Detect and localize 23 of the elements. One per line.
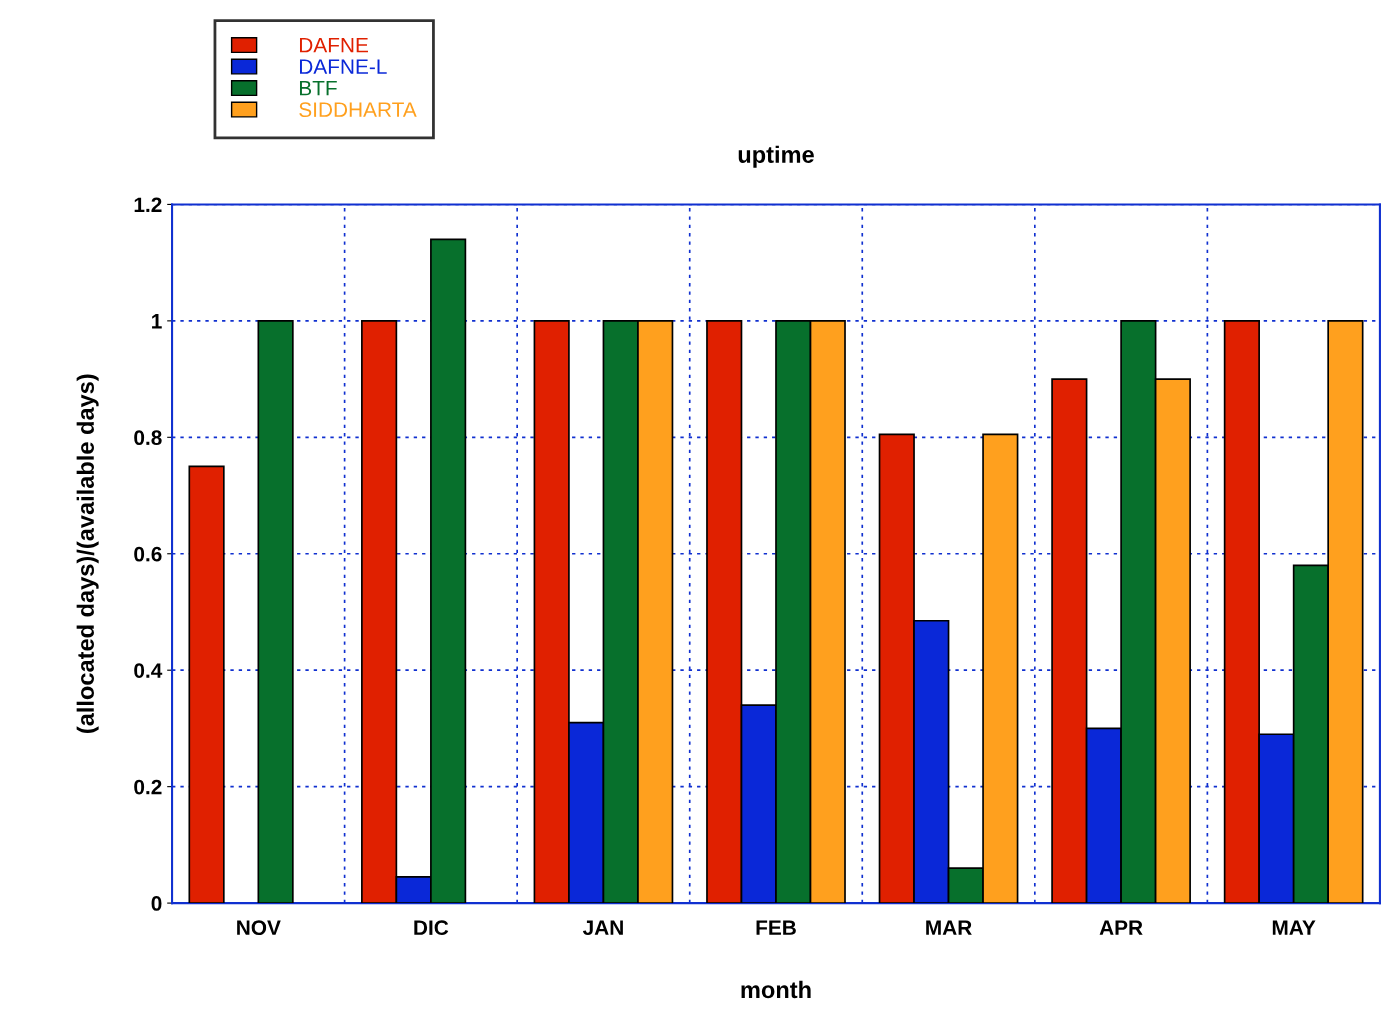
x-tick-label: NOV [237,920,281,936]
x-tick-label: MAY [1272,920,1316,935]
bar [257,320,294,904]
y-tick-label: 0.2 [134,779,162,795]
legend-label: BTF [299,81,337,96]
y-axis-title: (allocated days)/(available days) [76,374,99,733]
legend-label: DAFNE-L [299,59,387,74]
y-tick-label: 0.6 [134,546,162,562]
legend-label: DAFNE [299,38,368,53]
chart-title: uptime [738,145,814,168]
legend-label: SIDDHARTA [299,102,417,118]
y-tick-label: 0.8 [134,430,162,446]
y-tick-label: 1.2 [134,197,162,212]
y-tick-label: 0.4 [134,663,163,678]
x-tick-label: DIC [414,920,449,936]
x-axis-title: month [741,980,811,999]
y-tick-label: 1 [152,314,162,329]
y-tick-label: 0 [151,896,162,911]
x-tick-label: JAN [582,920,623,936]
x-tick-label: MAR [926,920,972,935]
x-tick-label: APR [1099,920,1143,935]
x-tick-label: FEB [756,920,796,935]
bar [188,465,225,904]
